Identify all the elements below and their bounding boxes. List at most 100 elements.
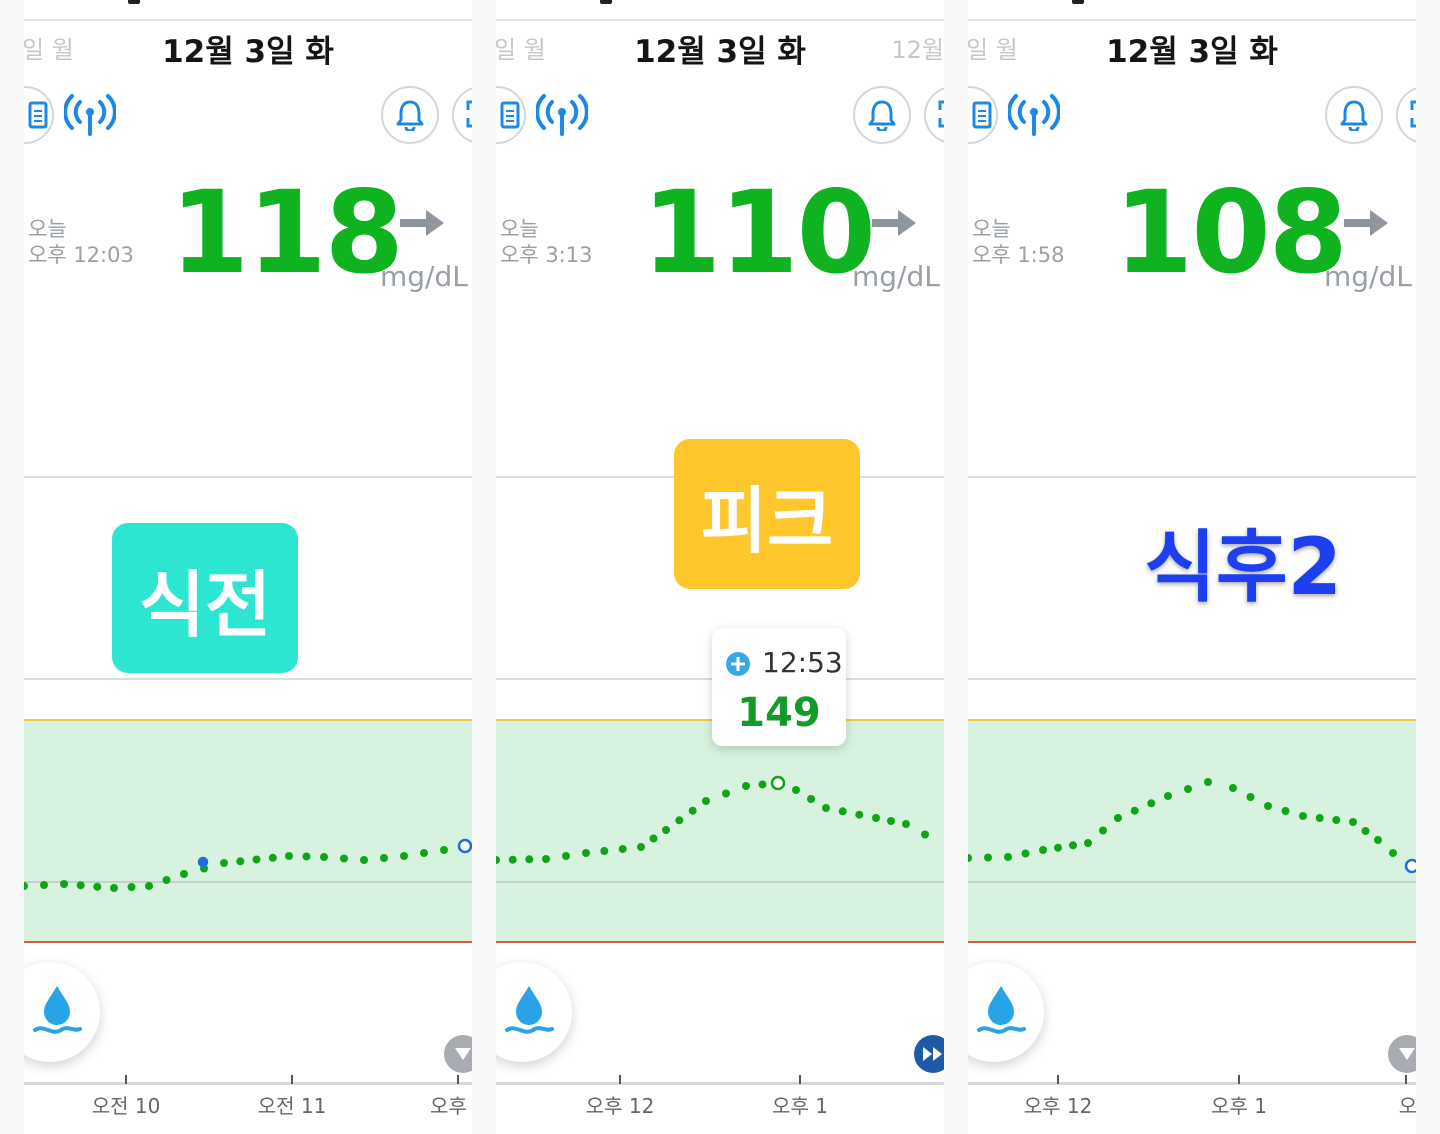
- glucose-dot: [162, 876, 171, 884]
- reading-time: 오늘 오후 1:58: [972, 216, 1064, 268]
- log-button[interactable]: [968, 86, 998, 144]
- glucose-screen-1: 일 월 12월 3일 화 오늘 오후 12:03 118: [24, 0, 472, 1134]
- axis-label: 오: [1398, 1094, 1416, 1118]
- reading-tooltip[interactable]: 12:53 149: [712, 628, 846, 746]
- target-range-band: [496, 720, 944, 942]
- glucose-dot: [807, 795, 815, 803]
- prev-date-label[interactable]: 일 월: [24, 36, 74, 64]
- log-icon: [28, 101, 48, 129]
- glucose-dot: [984, 853, 992, 862]
- glucose-trend-chart[interactable]: [496, 700, 944, 960]
- alarm-button[interactable]: [381, 86, 439, 144]
- alarm-button[interactable]: [1325, 86, 1383, 144]
- glucose-unit: mg/dL: [852, 260, 940, 293]
- chevron-down-icon: [455, 1048, 471, 1060]
- blood-glucose-button[interactable]: [968, 962, 1044, 1062]
- glucose-dot: [252, 855, 261, 864]
- expand-button[interactable]: [452, 86, 472, 144]
- axis-label: 오후 1: [430, 1094, 472, 1118]
- status-bar-stub: [128, 0, 140, 4]
- glucose-dot: [1099, 826, 1107, 835]
- glucose-dot: [440, 846, 448, 854]
- arrow-right-icon: [400, 210, 444, 236]
- glucose-trend-chart[interactable]: [968, 700, 1416, 960]
- glucose-dot: [1349, 818, 1357, 826]
- glucose-marker: [457, 838, 472, 854]
- reading-time-value: 오후 3:13: [500, 243, 593, 267]
- today-label: 오늘: [500, 217, 539, 241]
- glucose-dot: [1021, 849, 1030, 858]
- glucose-marker: [770, 775, 786, 791]
- status-bar-stub: [1072, 0, 1084, 4]
- arrow-right-icon: [872, 210, 916, 236]
- axis-label: 오후 1: [772, 1094, 828, 1118]
- glucose-dot: [220, 859, 228, 867]
- blood-glucose-button[interactable]: [496, 962, 572, 1062]
- bell-icon: [1340, 100, 1368, 131]
- alarm-button[interactable]: [853, 86, 911, 144]
- glucose-dots: [24, 838, 472, 892]
- expand-icon: [1410, 100, 1416, 128]
- glucose-dot: [702, 797, 710, 805]
- glucose-dot: [93, 882, 102, 891]
- jump-to-latest-button[interactable]: [914, 1035, 944, 1073]
- meal-tag-after: 식후2: [1144, 523, 1342, 613]
- glucose-dot: [618, 845, 627, 853]
- expand-button[interactable]: [1396, 86, 1416, 144]
- expand-button[interactable]: [924, 86, 944, 144]
- header-divider: [968, 19, 1416, 21]
- signal-icon[interactable]: [1008, 92, 1060, 138]
- glucose-unit: mg/dL: [380, 260, 468, 293]
- glucose-dot: [1147, 799, 1156, 808]
- arrow-right-icon: [1344, 210, 1388, 236]
- glucose-dot: [24, 882, 28, 890]
- glucose-dot: [1389, 849, 1397, 857]
- axis-tick: [291, 1075, 293, 1084]
- axis-tick: [1238, 1075, 1240, 1084]
- time-axis: [24, 1082, 472, 1085]
- glucose-dot: [420, 849, 428, 857]
- glucose-dot: [360, 856, 368, 864]
- prev-date-label[interactable]: 일 월: [496, 36, 546, 64]
- log-icon: [500, 101, 520, 129]
- tooltip-time: 12:53: [762, 646, 843, 679]
- current-date: 12월 3일 화: [162, 34, 334, 70]
- glucose-dot: [855, 810, 864, 819]
- glucose-dot: [1130, 806, 1139, 815]
- glucose-dot: [675, 816, 684, 825]
- glucose-dot: [662, 826, 670, 834]
- meal-tag-peak: 피크: [674, 439, 860, 589]
- glucose-dot: [792, 786, 800, 794]
- signal-icon[interactable]: [536, 92, 588, 138]
- log-button[interactable]: [24, 86, 54, 144]
- axis-tick: [125, 1075, 127, 1084]
- current-date: 12월 3일 화: [1106, 34, 1278, 70]
- glucose-marker: [1404, 858, 1416, 874]
- glucose-trend-chart[interactable]: [24, 700, 472, 960]
- axis-label: 오후 1: [1211, 1094, 1267, 1118]
- glucose-dot: [1069, 841, 1077, 850]
- glucose-dots: [496, 775, 929, 864]
- glucose-value: 108: [1114, 166, 1348, 299]
- collapse-button[interactable]: [444, 1035, 472, 1073]
- glucose-dot: [600, 847, 609, 855]
- section-divider: [24, 476, 472, 478]
- glucose-dot: [758, 780, 767, 789]
- glucose-dot: [1004, 853, 1012, 861]
- glucose-dot: [887, 817, 895, 825]
- glucose-dot: [1246, 793, 1255, 801]
- glucose-dot: [268, 853, 277, 862]
- glucose-dot: [902, 820, 910, 828]
- collapse-button[interactable]: [1388, 1035, 1416, 1073]
- signal-icon[interactable]: [64, 92, 116, 138]
- next-date-label[interactable]: 12월: [891, 36, 944, 64]
- reading-time-value: 오후 1:58: [972, 243, 1065, 267]
- glucose-dot: [145, 882, 153, 890]
- glucose-dot: [1114, 814, 1122, 822]
- glucose-dot: [496, 856, 500, 864]
- fast-forward-icon: [923, 1047, 942, 1061]
- prev-date-label[interactable]: 일 월: [968, 36, 1018, 64]
- glucose-dot: [968, 854, 972, 862]
- blood-glucose-button[interactable]: [24, 962, 100, 1062]
- log-button[interactable]: [496, 86, 526, 144]
